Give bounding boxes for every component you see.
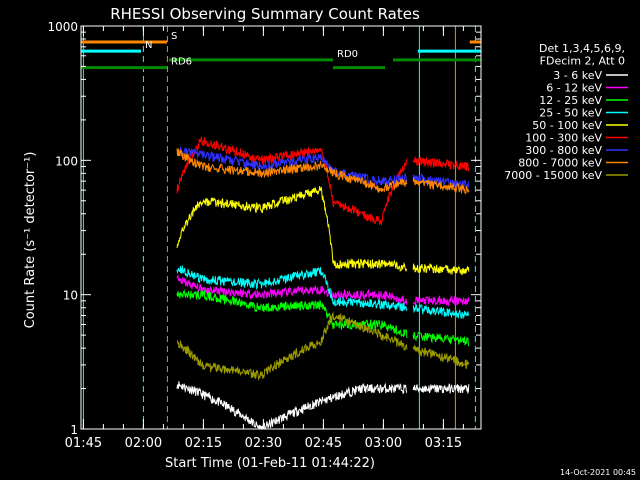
series-100-300-kev (176, 136, 470, 227)
generated-date: 14-Oct-2021 00:45 (560, 468, 636, 477)
legend-label-3-6-kev: 3 - 6 keV (553, 69, 602, 82)
legend-label-300-800-kev: 300 - 800 keV (525, 144, 602, 157)
chart-title: RHESSI Observing Summary Count Rates (110, 5, 420, 23)
x-tick-label-02-45: 02:45 (305, 436, 342, 451)
series-25-50-kev (176, 265, 470, 319)
legend-label-50-100-kev: 50 - 100 keV (532, 119, 602, 132)
series-50-100-kev (176, 186, 470, 276)
flag-label-n: N (145, 40, 152, 51)
flag-label-s: S (171, 31, 177, 42)
legend: Det 1,3,4,5,6,9,FDecim 2, Att 03 - 6 keV… (504, 42, 628, 182)
series-800-7000-kev (176, 148, 470, 194)
y-tick-label-100: 100 (55, 154, 78, 168)
y-tick-label-1: 1 (70, 423, 78, 437)
legend-header-0: Det 1,3,4,5,6,9, (539, 42, 625, 55)
x-axis-label: Start Time (01-Feb-11 01:44:22) (165, 456, 375, 471)
legend-label-7000-15000-kev: 7000 - 15000 keV (504, 169, 602, 182)
x-tick-label-01-45: 01:45 (65, 436, 102, 451)
x-tick-label-02-15: 02:15 (185, 436, 222, 451)
series-3-6-kev (176, 381, 470, 430)
legend-label-12-25-kev: 12 - 25 keV (539, 94, 602, 107)
legend-label-25-50-kev: 25 - 50 keV (539, 107, 602, 120)
y-tick-label-10: 10 (63, 289, 78, 303)
x-tick-label-03-00: 03:00 (365, 436, 402, 451)
series-7000-15000-kev (176, 311, 470, 382)
legend-label-800-7000-kev: 800 - 7000 keV (518, 157, 602, 170)
flag-label-rd6: RD6 (171, 57, 192, 68)
plot-frame (80, 25, 482, 430)
y-tick-label-1000: 1000 (47, 20, 78, 34)
flags-layer: S N RD0 RD6 (81, 31, 481, 70)
y-axis-label: Count Rate (s⁻¹ detector⁻¹) (23, 152, 38, 329)
legend-label-100-300-kev: 100 - 300 keV (525, 132, 602, 145)
x-tick-label-02-30: 02:30 (245, 436, 282, 451)
series-6-12-kev (176, 274, 470, 308)
axes-layer: 1 10 100 1000 01:45 02:00 02:15 02:30 02:45 03:00… (47, 20, 482, 451)
legend-label-6-12-kev: 6 - 12 keV (546, 82, 602, 95)
x-tick-label-03-15: 03:15 (425, 436, 462, 451)
legend-header-1: FDecim 2, Att 0 (540, 55, 625, 68)
flag-label-rd0: RD0 (337, 49, 358, 60)
series-layer (176, 136, 470, 430)
x-tick-label-02-00: 02:00 (125, 436, 162, 451)
